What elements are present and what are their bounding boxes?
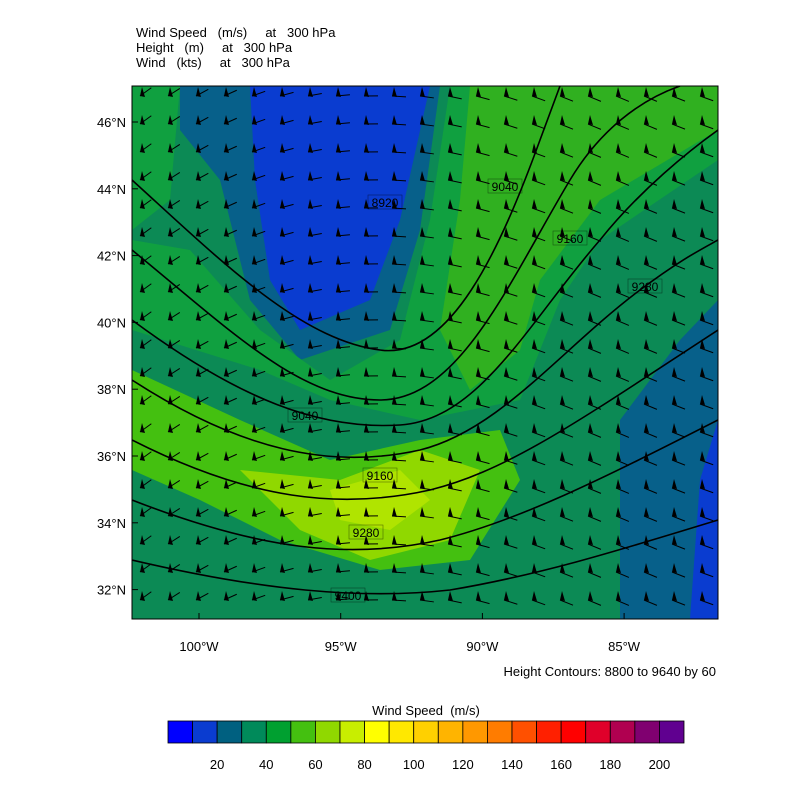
lat-label: 44°N	[97, 182, 126, 197]
colorbar-label: 80	[357, 757, 371, 772]
contour-label: 8920	[372, 196, 399, 210]
colorbar-box	[537, 721, 562, 743]
lon-label: 100°W	[179, 639, 219, 654]
colorbar-box	[193, 721, 218, 743]
map	[132, 86, 718, 619]
colorbar-box	[438, 721, 463, 743]
colorbar-label: 60	[308, 757, 322, 772]
lat-label: 34°N	[97, 516, 126, 531]
contour-label: 9280	[632, 280, 659, 294]
colorbar-box	[365, 721, 390, 743]
colorbar-box	[242, 721, 267, 743]
lat-label: 38°N	[97, 382, 126, 397]
lat-label: 36°N	[97, 449, 126, 464]
colorbar-title: Wind Speed (m/s)	[372, 703, 480, 718]
colorbar-label: 100	[403, 757, 425, 772]
colorbar-box	[291, 721, 316, 743]
colorbar-box	[487, 721, 512, 743]
colorbar-label: 20	[210, 757, 224, 772]
lon-label: 90°W	[466, 639, 499, 654]
title-line: Height (m) at 300 hPa	[136, 40, 293, 55]
colorbar-box	[635, 721, 660, 743]
footnote: Height Contours: 8800 to 9640 by 60	[504, 664, 716, 679]
contour-label: 9400	[335, 589, 362, 603]
colorbar-box	[561, 721, 586, 743]
colorbar-label: 180	[599, 757, 621, 772]
colorbar-label: 40	[259, 757, 273, 772]
colorbar-box	[340, 721, 365, 743]
lat-label: 40°N	[97, 315, 126, 330]
colorbar-box	[586, 721, 611, 743]
colorbar-box	[168, 721, 193, 743]
colorbar-box	[389, 721, 414, 743]
lat-label: 32°N	[97, 583, 126, 598]
title-line: Wind Speed (m/s) at 300 hPa	[136, 25, 336, 40]
colorbar-box	[512, 721, 537, 743]
contour-label: 9160	[367, 469, 394, 483]
colorbar-box	[315, 721, 340, 743]
colorbar-box	[659, 721, 684, 743]
lon-label: 85°W	[608, 639, 641, 654]
colorbar-box	[217, 721, 242, 743]
contour-label: 9160	[557, 232, 584, 246]
colorbar-box	[414, 721, 439, 743]
lat-label: 42°N	[97, 249, 126, 264]
colorbar-label: 140	[501, 757, 523, 772]
colorbar-label: 160	[550, 757, 572, 772]
lat-label: 46°N	[97, 115, 126, 130]
colorbar-box	[266, 721, 291, 743]
contour-label: 9040	[292, 409, 319, 423]
colorbar-box	[463, 721, 488, 743]
lon-label: 95°W	[325, 639, 358, 654]
colorbar-box	[610, 721, 635, 743]
title-line: Wind (kts) at 300 hPa	[136, 55, 291, 70]
colorbar-label: 200	[649, 757, 671, 772]
colorbar-label: 120	[452, 757, 474, 772]
contour-label: 9280	[353, 526, 380, 540]
contour-label: 9040	[492, 180, 519, 194]
